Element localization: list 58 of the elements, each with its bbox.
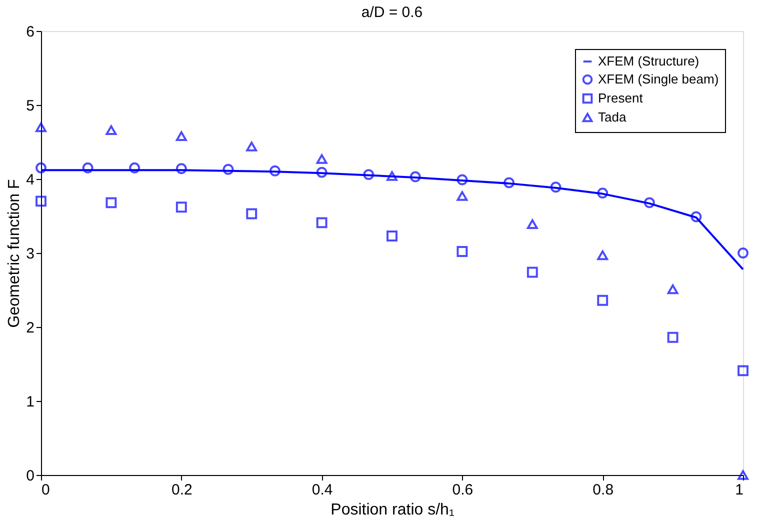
- y-axis-title: Geometric function F: [6, 179, 24, 328]
- y-tick-label: 2: [26, 320, 34, 336]
- point: [386, 230, 398, 242]
- point: [270, 165, 280, 176]
- point: [738, 365, 748, 376]
- point: [597, 250, 608, 260]
- point: [36, 162, 46, 174]
- point: [690, 211, 702, 222]
- y-tick-label: 3: [26, 246, 34, 262]
- point: [386, 171, 398, 181]
- y-tick-label: 4: [26, 172, 34, 188]
- point: [644, 197, 655, 208]
- point: [36, 122, 46, 132]
- legend-label: Tada: [598, 110, 627, 124]
- point: [456, 246, 468, 257]
- point: [316, 154, 328, 164]
- point: [526, 266, 538, 278]
- x-tick-label: 1: [735, 482, 744, 498]
- point: [363, 169, 374, 180]
- y-tick-label: 5: [26, 98, 34, 114]
- x-tick-label: 0.6: [452, 482, 474, 498]
- point: [36, 196, 46, 207]
- point: [550, 182, 562, 193]
- legend-label: Present: [598, 90, 644, 106]
- chart-title: a/D = 0.6: [361, 4, 423, 21]
- point: [246, 208, 258, 220]
- x-tick-label: 0.8: [592, 482, 614, 498]
- point: [106, 197, 117, 208]
- y-tick-label: 0: [26, 468, 34, 484]
- y-tick-label: 6: [26, 24, 34, 40]
- x-tick-label: 0: [42, 482, 50, 498]
- point: [667, 284, 678, 294]
- point: [316, 166, 328, 178]
- legend-label: XFEM (Structure): [598, 54, 700, 68]
- point: [176, 163, 187, 174]
- point: [410, 171, 421, 182]
- x-axis-title: Position ratio s/h₁: [330, 502, 454, 518]
- point: [456, 191, 468, 201]
- point: [456, 174, 468, 186]
- point: [106, 125, 117, 136]
- point: [597, 188, 608, 199]
- point: [176, 202, 187, 213]
- point: [738, 470, 748, 480]
- x-tick-label: 0.2: [171, 482, 192, 498]
- point: [504, 177, 514, 188]
- point: [738, 248, 748, 258]
- point: [176, 131, 187, 141]
- x-tick-label: 0.4: [312, 482, 333, 498]
- point: [222, 164, 234, 175]
- y-tick-label: 1: [26, 394, 34, 410]
- point: [597, 294, 608, 306]
- point: [316, 217, 328, 228]
- point: [129, 162, 140, 174]
- point: [246, 142, 258, 152]
- legend-label: XFEM (Single beam): [598, 72, 719, 86]
- point: [82, 162, 94, 174]
- point: [526, 219, 538, 230]
- point: [667, 332, 678, 343]
